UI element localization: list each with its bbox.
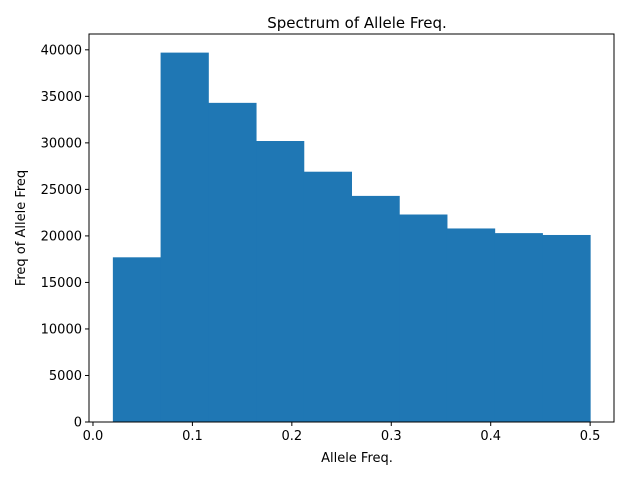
histogram-bar <box>160 52 209 423</box>
y-axis-label: Freq of Allele Freq <box>14 170 29 286</box>
chart-title: Spectrum of Allele Freq. <box>267 14 447 32</box>
x-tick-label: 0.5 <box>580 429 601 444</box>
y-tick-label: 15000 <box>41 276 82 291</box>
y-tick-label: 20000 <box>41 229 82 244</box>
y-tick-label: 40000 <box>41 43 82 58</box>
y-tick-label: 5000 <box>49 369 82 384</box>
x-tick-label: 0.4 <box>480 429 501 444</box>
y-tick-label: 30000 <box>41 136 82 151</box>
y-tick-label: 0 <box>74 416 82 431</box>
histogram-bar <box>112 257 162 422</box>
histogram-bar <box>303 171 352 422</box>
y-axis-ticks: 0 5000 10000 15000 20000 25000 30000 35000 40000 <box>41 43 89 431</box>
histogram-bar <box>208 102 257 423</box>
y-tick-label: 10000 <box>41 322 82 337</box>
bars-group <box>112 52 591 423</box>
x-tick-label: 0.1 <box>182 429 203 444</box>
histogram-bar <box>542 234 591 422</box>
histogram-bar <box>256 141 305 423</box>
x-tick-label: 0.3 <box>381 429 402 444</box>
x-tick-label: 0.2 <box>281 429 302 444</box>
histogram-bar <box>446 228 496 422</box>
x-tick-label: 0.0 <box>83 429 104 444</box>
histogram-bar <box>351 195 400 422</box>
axes-frame <box>88 33 615 423</box>
y-tick-label: 25000 <box>41 183 82 198</box>
y-tick-label: 35000 <box>41 90 82 105</box>
x-axis-ticks: 0.0 0.1 0.2 0.3 0.4 0.5 <box>83 422 601 444</box>
histogram-bar <box>494 233 543 422</box>
histogram-bar <box>399 214 448 422</box>
x-axis-label: Allele Freq. <box>321 451 393 466</box>
